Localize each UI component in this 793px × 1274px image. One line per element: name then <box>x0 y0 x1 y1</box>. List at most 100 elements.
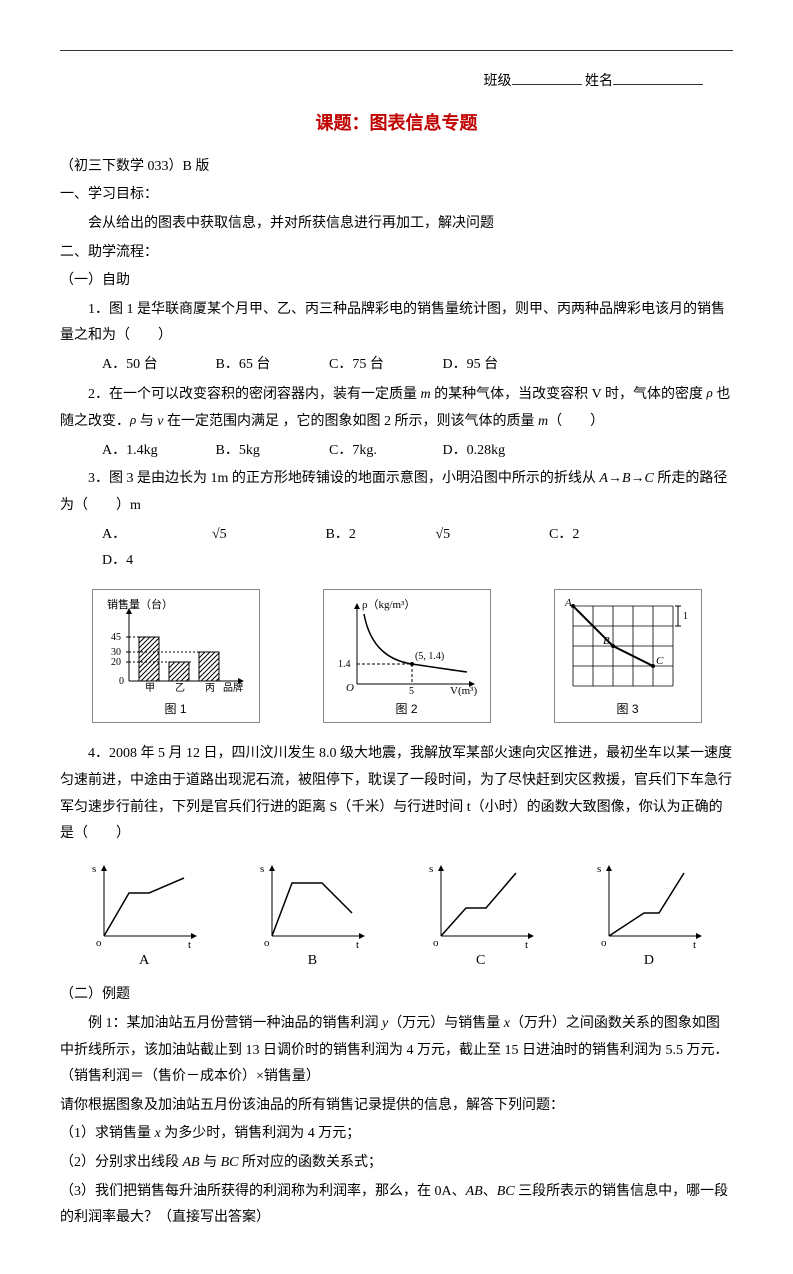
q4-label-d: D <box>589 948 709 975</box>
q4-text: 4．2008 年 5 月 12 日，四川汶川发生 8.0 级大地震，我解放军某部… <box>60 741 733 847</box>
p2b: 与 <box>200 1155 221 1170</box>
q2-text: 2．在一个可以改变容积的密闭容器内，装有一定质量 m 的某种气体，当改变容积 V… <box>60 381 733 436</box>
sec1-heading: 一、学习目标： <box>60 182 733 209</box>
ex1-a: 例 1：某加油站五月份营销一种油品的销售利润 <box>88 1016 382 1031</box>
q1-text: 1．图 1 是华联商厦某个月甲、乙、丙三种品牌彩电的销售量统计图，则甲、丙两种品… <box>60 297 733 350</box>
g-y: s <box>429 863 433 875</box>
fig1-t3: 45 <box>111 632 121 643</box>
q1-options: A．50 台 B．65 台 C．75 台 D．95 台 <box>60 352 733 379</box>
q3-opt-b: B．2√5 <box>326 522 546 549</box>
q3-opt-d: D．4 <box>102 548 212 575</box>
g-x: t <box>693 939 696 948</box>
q4-graph-d: sto D <box>589 858 709 975</box>
fig3-svg: A B C 1 <box>563 596 693 696</box>
fig1-t1: 20 <box>111 657 121 668</box>
fig1-xlabel: 品牌 <box>223 681 243 694</box>
g-y: s <box>92 863 96 875</box>
g-y: s <box>260 863 264 875</box>
fig2-origin: O <box>346 682 354 694</box>
q4-label-a: A <box>84 948 204 975</box>
fig3-one: 1 <box>683 611 688 622</box>
q3-opt-a: A．√5 <box>102 522 322 549</box>
name-blank[interactable] <box>613 70 703 85</box>
q4-graph-c: s t o C <box>421 858 541 975</box>
g-x: t <box>525 939 528 948</box>
p3ab: AB <box>466 1184 483 1199</box>
sec2-heading: 二、助学流程： <box>60 240 733 267</box>
fig1-t2: 30 <box>111 647 121 658</box>
q1-opt-c: C．75 台 <box>329 352 439 379</box>
q2-part-a: 2．在一个可以改变容积的密闭容器内，装有一定质量 <box>88 387 421 402</box>
g-o: o <box>433 937 439 948</box>
fig2-svg: ρ（kg/m³） V(m³) O (5, 1.4) 1.4 5 <box>332 596 482 696</box>
fig2-ytick: 1.4 <box>338 659 351 670</box>
fig2-point: (5, 1.4) <box>415 651 444 662</box>
q2-m: m <box>421 387 431 402</box>
q2-part-f: （ ） <box>548 414 604 429</box>
sec1-body: 会从给出的图表中获取信息，并对所获信息进行再加工，解决问题 <box>60 211 733 238</box>
top-rule <box>60 50 733 51</box>
g-x: t <box>188 939 191 948</box>
p2c: 所对应的函数关系式； <box>239 1155 383 1170</box>
ex1-b: （万元）与销售量 <box>388 1016 504 1031</box>
q1-opt-d: D．95 台 <box>443 352 553 379</box>
q4-label-c: C <box>421 948 541 975</box>
fig1-c1: 乙 <box>175 682 185 694</box>
p3a: （3）我们把销售每升油所获得的利润称为利润率，那么，在 0A、 <box>60 1184 466 1199</box>
header-fields: 班级 姓名 <box>60 69 733 96</box>
q2-m2: m <box>538 414 548 429</box>
sec2-sub2: （二）例题 <box>60 982 733 1009</box>
q2-opt-b: B．5kg <box>216 438 326 465</box>
p1b: 为多少时，销售利润为 4 万元； <box>161 1126 361 1141</box>
q4-graphs: s t o A s t o B s t o C s t o D <box>60 858 733 975</box>
p2a: （2）分别求出线段 <box>60 1155 183 1170</box>
q4-graph-b: s t o B <box>252 858 372 975</box>
ex1-text: 例 1：某加油站五月份营销一种油品的销售利润 y（万元）与销售量 x（万升）之间… <box>60 1011 733 1091</box>
p1a: （1）求销售量 <box>60 1126 155 1141</box>
p2ab: AB <box>183 1155 200 1170</box>
q2-part-d: 与 <box>136 414 157 429</box>
q2-opt-a: A．1.4kg <box>102 438 212 465</box>
fig2-xtick: 5 <box>409 686 414 696</box>
fig2-caption: 图 2 <box>332 698 482 721</box>
figure-2: ρ（kg/m³） V(m³) O (5, 1.4) 1.4 5 图 2 <box>323 589 491 724</box>
sqrt5-a: √5 <box>212 522 322 549</box>
q3-opt-c: C．2 <box>549 522 659 549</box>
fig3-B: B <box>603 635 610 647</box>
q3-a-lbl: A． <box>102 522 212 549</box>
fig1-svg: 销售量（台） 0 20 30 45 甲 乙 <box>101 596 251 696</box>
fig2-xlabel: V(m³) <box>450 685 477 696</box>
class-label: 班级 <box>484 74 512 89</box>
p2bc: BC <box>221 1155 239 1170</box>
p3bc: BC <box>497 1184 515 1199</box>
q2-part-b: 的某种气体，当改变容积 V 时，气体的密度 <box>431 387 707 402</box>
figure-3: A B C 1 图 3 <box>554 589 702 724</box>
fig1-c2: 丙 <box>205 683 215 694</box>
q2-options: A．1.4kg B．5kg C．7kg. D．0.28kg <box>60 438 733 465</box>
fig1-t0: 0 <box>119 676 124 687</box>
ex1-p1: （1）求销售量 x 为多少时，销售利润为 4 万元； <box>60 1121 733 1148</box>
p3b: 、 <box>483 1184 497 1199</box>
fig3-C: C <box>656 655 664 667</box>
fig3-A: A <box>564 597 572 609</box>
q4-label-b: B <box>252 948 372 975</box>
ex1-p3: （3）我们把销售每升油所获得的利润称为利润率，那么，在 0A、AB、BC 三段所… <box>60 1179 733 1232</box>
g-x: t <box>356 939 359 948</box>
q2-opt-c: C．7kg. <box>329 438 439 465</box>
fig1-caption: 图 1 <box>101 698 251 721</box>
q3-options: A．√5 B．2√5 C．2 D．4 <box>60 522 733 575</box>
q2-opt-d: D．0.28kg <box>443 438 553 465</box>
class-blank[interactable] <box>512 70 582 85</box>
fig1-c0: 甲 <box>145 683 155 694</box>
q3-abc: A→B→C <box>599 471 653 486</box>
name-label: 姓名 <box>585 74 613 89</box>
sec2-sub1: （一）自助 <box>60 268 733 295</box>
g-o: o <box>601 937 607 948</box>
q3-part-a: 3．图 3 是由边长为 1m 的正方形地砖铺设的地面示意图，小明沿图中所示的折线… <box>88 471 599 486</box>
subtitle: （初三下数学 033）B 版 <box>60 154 733 181</box>
ex1-d: 请你根据图象及加油站五月份该油品的所有销售记录提供的信息，解答下列问题： <box>60 1093 733 1120</box>
g-o: o <box>264 937 270 948</box>
g-o: o <box>96 937 102 948</box>
page-title: 课题：图表信息专题 <box>60 106 733 140</box>
q4-graph-a: s t o A <box>84 858 204 975</box>
